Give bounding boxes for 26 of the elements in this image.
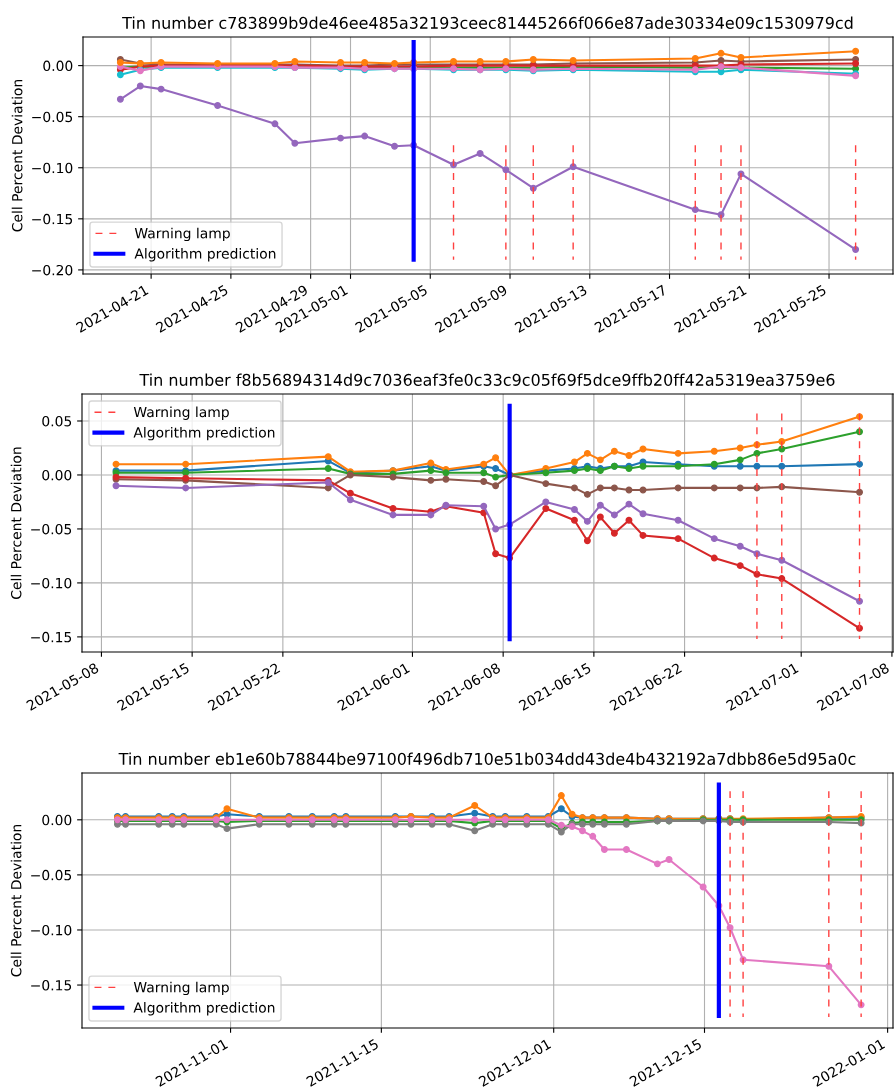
y-tick-label: −0.15 bbox=[32, 213, 73, 225]
y-tick-label: 0.00 bbox=[43, 60, 73, 72]
y-tick-label: −0.15 bbox=[31, 980, 72, 991]
y-tick-label: 0.00 bbox=[42, 814, 72, 826]
y-tick-label: −0.05 bbox=[31, 523, 72, 535]
y-tick-label: −0.10 bbox=[31, 577, 72, 589]
y-axis-title: Cell Percent Deviation bbox=[10, 824, 22, 977]
y-tick-label: −0.20 bbox=[32, 264, 73, 276]
y-axis-title: Cell Percent Deviation bbox=[11, 79, 23, 232]
y-tick-label: 0.05 bbox=[42, 415, 72, 427]
chart-title: Tin number f8b56894314d9c7036eaf3fe0c33c9c05f69f5dce9ffb20ff42a5319ea3759e6 bbox=[139, 373, 835, 386]
y-tick-label: −0.05 bbox=[32, 111, 73, 123]
legend-label: Warning lamp bbox=[133, 981, 229, 996]
y-tick-label: −0.10 bbox=[31, 924, 72, 936]
y-axis-title: Cell Percent Deviation bbox=[10, 447, 22, 599]
y-tick-label: 0.00 bbox=[42, 469, 72, 481]
legend-label: Algorithm prediction bbox=[133, 426, 275, 441]
y-tick-label: −0.10 bbox=[32, 162, 73, 174]
legend-label: Warning lamp bbox=[133, 406, 229, 420]
chart-title: Tin number c783899b9de46ee485a32193ceec81445266f066e87ade30334e09c1530979cd bbox=[122, 16, 853, 29]
legend-label: Warning lamp bbox=[134, 227, 230, 242]
legend-label: Algorithm prediction bbox=[133, 1002, 275, 1016]
y-tick-label: −0.05 bbox=[31, 869, 72, 881]
chart-title: Tin number eb1e60b78844be97100f496db710e51b034dd43de4b432192a7dbb86e5d95a0c bbox=[118, 752, 856, 765]
legend-label: Algorithm prediction bbox=[134, 248, 276, 262]
y-tick-label: −0.15 bbox=[31, 631, 72, 643]
